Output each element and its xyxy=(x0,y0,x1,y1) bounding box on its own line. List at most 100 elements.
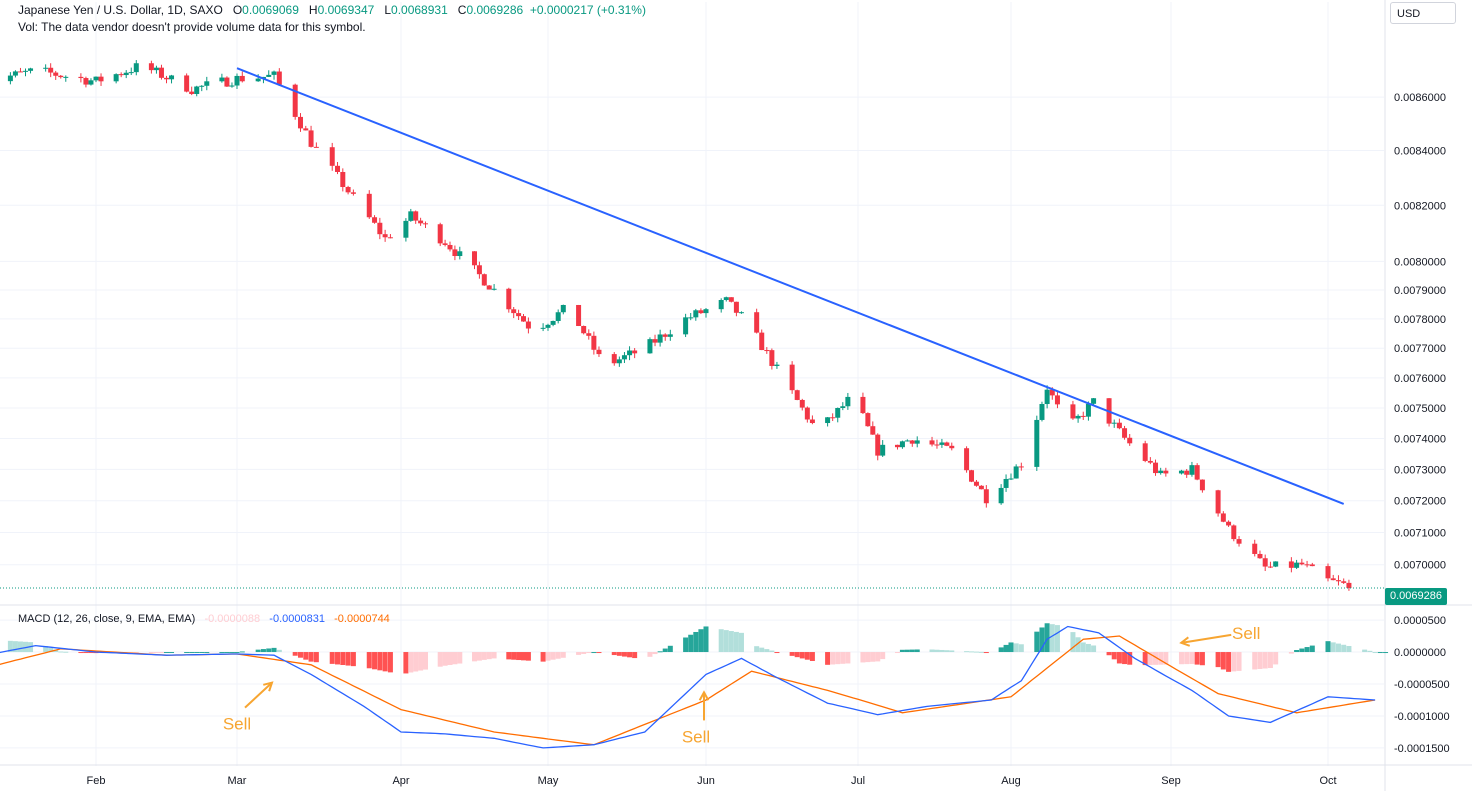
candle[interactable] xyxy=(516,309,522,321)
candle[interactable] xyxy=(345,185,351,195)
candle[interactable] xyxy=(825,417,831,427)
candle[interactable] xyxy=(525,317,531,334)
candle[interactable] xyxy=(1199,479,1205,493)
candle[interactable] xyxy=(576,304,582,327)
candle[interactable] xyxy=(647,337,653,354)
candle[interactable] xyxy=(255,74,261,82)
candle[interactable] xyxy=(845,392,851,410)
candle[interactable] xyxy=(969,469,975,483)
candle[interactable] xyxy=(683,313,689,338)
candle[interactable] xyxy=(387,234,393,239)
candle[interactable] xyxy=(804,406,810,423)
candle[interactable] xyxy=(875,433,881,461)
candle[interactable] xyxy=(809,415,815,425)
candle[interactable] xyxy=(28,67,34,74)
candle[interactable] xyxy=(728,297,734,303)
candle[interactable] xyxy=(949,442,955,451)
candle[interactable] xyxy=(194,85,200,97)
candle[interactable] xyxy=(1158,467,1164,475)
candle[interactable] xyxy=(1299,558,1305,566)
candle[interactable] xyxy=(693,308,699,321)
candle[interactable] xyxy=(1127,434,1133,446)
candle[interactable] xyxy=(1220,511,1226,523)
candle[interactable] xyxy=(870,421,876,435)
candle[interactable] xyxy=(78,73,84,83)
candle[interactable] xyxy=(611,352,617,366)
candle[interactable] xyxy=(733,301,739,317)
candle[interactable] xyxy=(627,346,633,361)
candle[interactable] xyxy=(133,60,139,76)
candle[interactable] xyxy=(452,245,458,261)
candle[interactable] xyxy=(204,76,210,91)
candle[interactable] xyxy=(48,63,54,78)
candle[interactable] xyxy=(1294,559,1300,570)
candle[interactable] xyxy=(929,436,935,447)
candle[interactable] xyxy=(521,314,526,322)
candle[interactable] xyxy=(616,356,622,367)
candle[interactable] xyxy=(754,308,760,334)
candle[interactable] xyxy=(506,287,512,313)
candle[interactable] xyxy=(1147,457,1153,465)
time-axis[interactable]: Feb Mar Apr May Jun Jul Aug Sep Oct xyxy=(87,775,1337,787)
candle[interactable] xyxy=(1288,557,1294,573)
candle[interactable] xyxy=(698,308,704,315)
candle[interactable] xyxy=(1341,578,1347,584)
candle[interactable] xyxy=(23,68,28,77)
candle[interactable] xyxy=(1008,473,1014,480)
candle[interactable] xyxy=(759,329,765,351)
candle[interactable] xyxy=(764,347,770,354)
candle[interactable] xyxy=(1236,536,1242,547)
candle[interactable] xyxy=(621,352,627,364)
candle[interactable] xyxy=(662,333,668,341)
candle[interactable] xyxy=(550,320,556,327)
candle[interactable] xyxy=(58,75,64,79)
candle[interactable] xyxy=(596,346,602,357)
candle[interactable] xyxy=(769,348,775,370)
candle[interactable] xyxy=(88,78,94,86)
macd-axis[interactable]: 0.0000500 0.0000000 -0.0000500 -0.0001000 -0… xyxy=(1394,615,1450,755)
candle[interactable] xyxy=(657,329,663,347)
candle[interactable] xyxy=(880,440,886,457)
candle[interactable] xyxy=(774,361,780,369)
annotations[interactable]: Sell Sell Sell xyxy=(223,624,1261,747)
candle[interactable] xyxy=(738,311,744,314)
sell-annotation[interactable]: Sell xyxy=(223,681,274,734)
candle[interactable] xyxy=(266,70,272,78)
candle[interactable] xyxy=(303,125,309,131)
candle[interactable] xyxy=(1018,462,1024,471)
candle[interactable] xyxy=(366,190,372,219)
candle[interactable] xyxy=(703,308,709,318)
candle[interactable] xyxy=(457,246,463,260)
candle[interactable] xyxy=(555,309,561,324)
candle[interactable] xyxy=(491,284,497,291)
candle[interactable] xyxy=(718,298,724,313)
candle[interactable] xyxy=(1091,397,1097,405)
candle[interactable] xyxy=(1044,385,1050,409)
candle[interactable] xyxy=(688,313,694,321)
candle[interactable] xyxy=(1085,401,1091,421)
candle[interactable] xyxy=(939,438,945,448)
candle[interactable] xyxy=(1184,468,1190,478)
candle[interactable] xyxy=(418,217,424,226)
candle[interactable] xyxy=(17,67,23,73)
candle[interactable] xyxy=(158,64,164,80)
candle[interactable] xyxy=(1054,391,1060,409)
candle[interactable] xyxy=(545,323,551,331)
candle[interactable] xyxy=(234,73,240,89)
candle[interactable] xyxy=(1070,400,1076,420)
candle[interactable] xyxy=(1153,459,1159,476)
candle[interactable] xyxy=(1080,411,1086,420)
candle[interactable] xyxy=(1273,561,1279,568)
candle[interactable] xyxy=(329,142,335,171)
candle[interactable] xyxy=(340,168,346,192)
candle[interactable] xyxy=(372,215,378,224)
candle[interactable] xyxy=(1163,467,1169,477)
candle[interactable] xyxy=(335,161,341,175)
candle[interactable] xyxy=(1215,489,1221,517)
candle[interactable] xyxy=(164,75,169,84)
candle[interactable] xyxy=(1330,574,1336,581)
candle[interactable] xyxy=(1075,414,1081,423)
candle[interactable] xyxy=(799,398,805,411)
candle[interactable] xyxy=(292,83,298,120)
candle[interactable] xyxy=(43,64,49,72)
